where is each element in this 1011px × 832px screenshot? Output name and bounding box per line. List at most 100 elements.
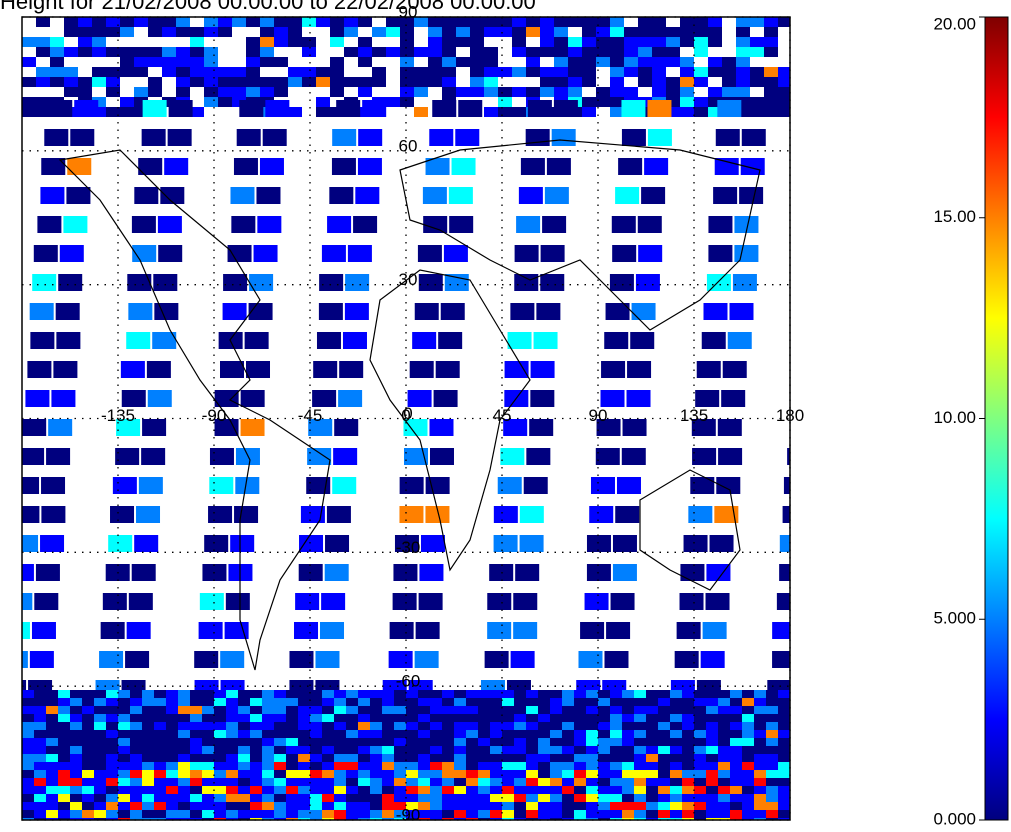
swath-cell [510,303,535,320]
swath-cell [92,17,106,27]
swath-cell [644,158,669,175]
swath-cell [670,722,682,730]
swath-cell [428,27,442,37]
swath-cell [696,361,721,378]
swath-cell [730,770,742,778]
swath-cell [778,67,790,77]
swath-cell [750,77,764,87]
swath-cell [502,754,514,762]
swath-cell [250,730,262,738]
swath-cell [586,730,598,738]
swath-cell [35,564,60,581]
swath-cell [166,714,178,722]
swath-cell [190,722,202,730]
swath-cell [430,794,442,802]
swath-cell [262,770,274,778]
swath-cell [568,67,582,77]
swath-cell [92,97,106,107]
swath-cell [138,158,163,175]
swath-cell [624,87,638,97]
swath-cell [22,818,34,820]
swath-cell [526,714,538,722]
swath-cell [420,535,445,552]
swath-cell [502,810,514,818]
swath-cell [126,332,151,349]
swath-cell [550,802,562,810]
swath-cell [442,786,454,794]
swath-cell [821,361,845,378]
swath-cell [428,57,442,67]
swath-cell [478,762,490,770]
swath-cell [456,37,470,47]
swath-cell [478,818,490,820]
swath-cell [130,770,142,778]
swath-cell [418,714,430,722]
swath-cell [778,107,790,117]
swath-cell [598,722,610,730]
swath-cell [610,107,624,117]
swath-cell [418,690,430,698]
swath-cell [227,245,252,262]
swath-cell [550,738,562,746]
swath-cell [134,535,159,552]
swath-cell [766,714,778,722]
swath-cell [226,738,238,746]
swath-cell [370,730,382,738]
swath-cell [358,738,370,746]
swath-cell [828,245,852,262]
swath-cell [406,762,418,770]
swath-cell [670,690,682,698]
swath-cell [36,47,50,57]
swath-cell [519,506,544,523]
swath-cell [718,690,730,698]
swath-cell [58,690,70,698]
swath-cell [400,57,414,67]
swath-cell [680,107,694,117]
swath-cell [502,706,514,714]
swath-cell [154,778,166,786]
swath-cell [178,738,190,746]
swath-cell [321,245,346,262]
swath-cell [646,770,658,778]
swath-cell [754,706,766,714]
swath-cell [766,690,778,698]
swath-cell [302,77,316,87]
swath-cell [63,216,88,233]
swath-cell [178,698,190,706]
swath-cell [318,303,343,320]
swath-cell [425,158,450,175]
swath-cell [670,738,682,746]
swath-cell [70,794,82,802]
swath-cell [286,802,298,810]
swath-cell [394,810,406,818]
swath-cell [106,27,120,37]
swath-cell [120,97,134,107]
swath-cell [596,87,610,97]
swath-cell [641,187,666,204]
swath-cell [214,722,226,730]
swath-cell [148,77,162,87]
swath-cell [142,722,154,730]
swath-cell [300,506,325,523]
swath-cell [540,274,565,291]
swath-cell [250,770,262,778]
swath-cell [256,187,281,204]
swath-cell [322,738,334,746]
swath-cell [226,778,238,786]
swath-cell [370,690,382,698]
swath-cell [708,57,722,67]
swath-cell [622,778,634,786]
swath-cell [538,762,550,770]
swath-cell [778,746,790,754]
swath-cell [526,448,551,465]
swath-cell [322,810,334,818]
swath-cell [154,722,166,730]
swath-cell [502,802,514,810]
swath-cell [718,698,730,706]
swath-cell [162,57,176,67]
swath-cell [798,622,822,639]
swath-cell [440,303,465,320]
swath-cell [316,67,330,77]
swath-cell [809,506,833,523]
swath-cell [178,786,190,794]
